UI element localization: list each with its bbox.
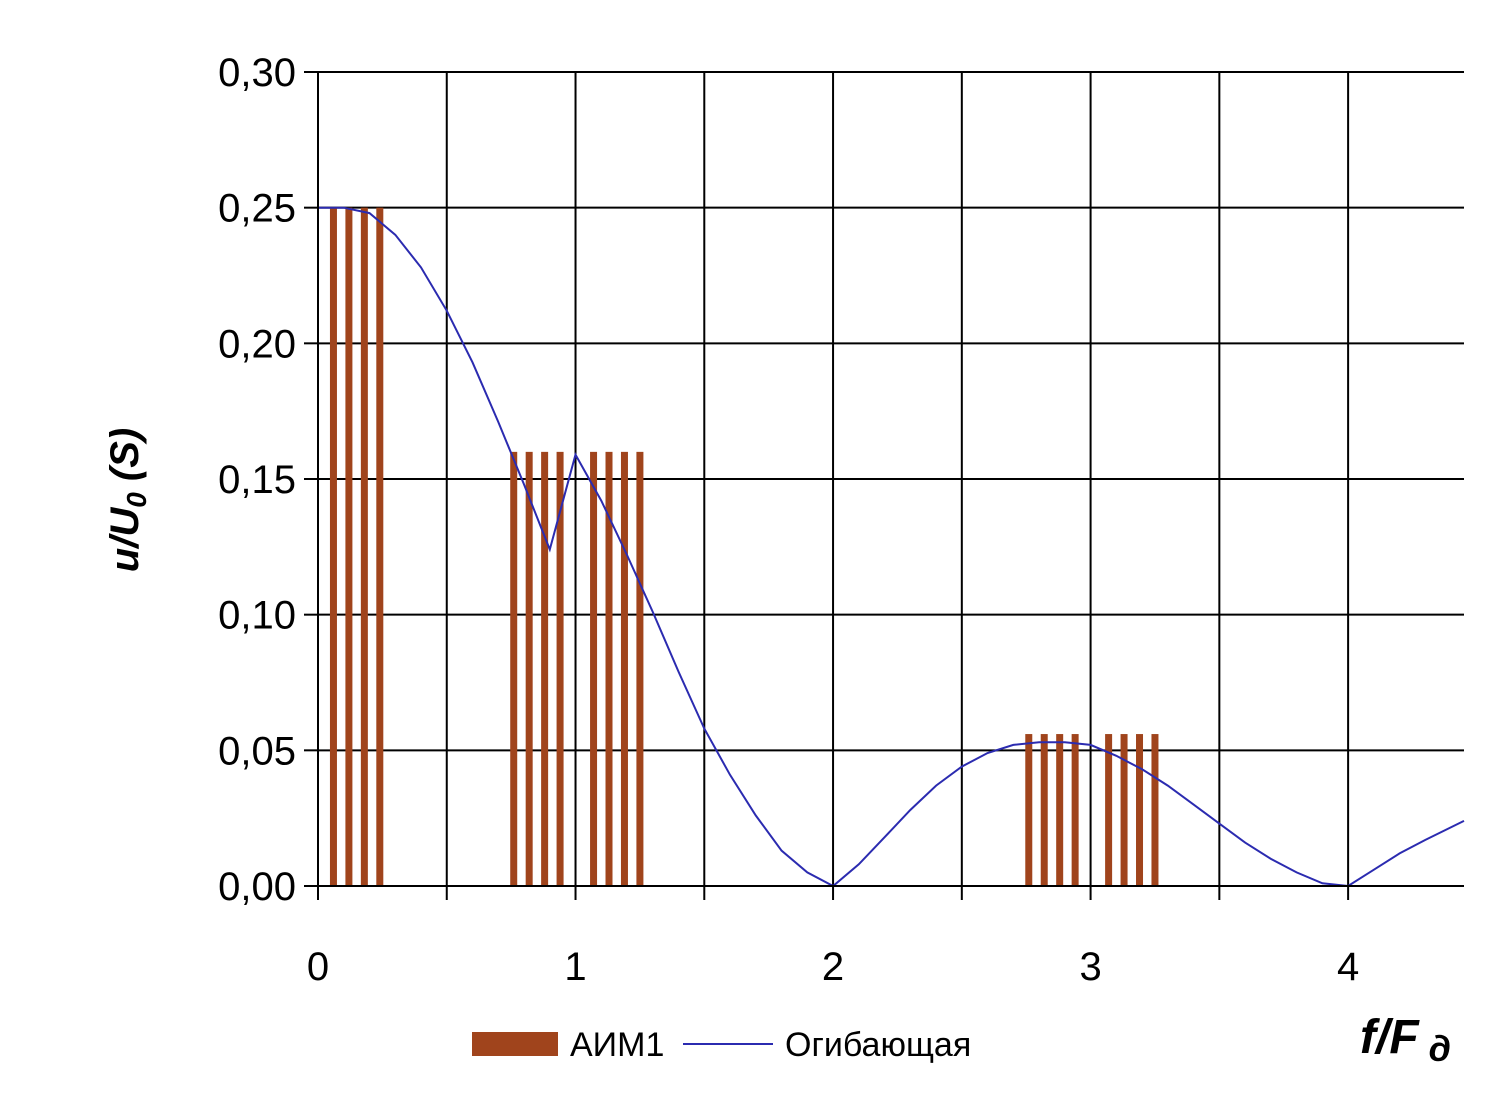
x-tick-label-0: 0 bbox=[307, 945, 329, 989]
bar-16 bbox=[1105, 734, 1113, 886]
y-axis-label-main: u/U bbox=[103, 507, 147, 573]
bar-0 bbox=[329, 207, 337, 886]
bar-7 bbox=[556, 451, 564, 886]
bar-6 bbox=[541, 451, 549, 886]
bar-19 bbox=[1151, 734, 1159, 886]
grid bbox=[317, 71, 1464, 887]
legend-swatch-aim1 bbox=[472, 1032, 558, 1056]
y-tick-label-5: 0,25 bbox=[218, 187, 296, 231]
y-axis-label-subscript: 0 bbox=[121, 492, 152, 508]
bar-17 bbox=[1120, 734, 1128, 886]
bar-15 bbox=[1071, 734, 1079, 886]
axes bbox=[304, 71, 1464, 900]
bar-13 bbox=[1040, 734, 1048, 886]
bar-2 bbox=[360, 207, 368, 886]
y-tick-label-6: 0,30 bbox=[218, 51, 296, 95]
y-axis-label: u/U0 (S) bbox=[103, 428, 152, 572]
x-tick-label-4: 4 bbox=[1337, 945, 1359, 989]
bar-8 bbox=[590, 451, 598, 886]
series-aim1-bars bbox=[329, 207, 1159, 886]
y-tick-label-3: 0,15 bbox=[218, 458, 296, 502]
bar-9 bbox=[605, 451, 613, 886]
legend-label-aim1: АИМ1 bbox=[570, 1026, 664, 1064]
bar-12 bbox=[1025, 734, 1033, 886]
bar-14 bbox=[1056, 734, 1064, 886]
x-axis-label-subscript: д bbox=[1429, 1028, 1451, 1069]
bar-10 bbox=[620, 451, 628, 886]
legend-label-envelope: Огибающая bbox=[785, 1026, 971, 1064]
series-envelope-line bbox=[318, 206, 1465, 888]
y-tick-label-1: 0,05 bbox=[218, 729, 296, 773]
y-axis-label-suffix: (S) bbox=[103, 428, 147, 492]
bar-18 bbox=[1136, 734, 1144, 886]
y-tick-label-4: 0,20 bbox=[218, 322, 296, 366]
bar-3 bbox=[376, 207, 384, 886]
bar-5 bbox=[525, 451, 533, 886]
y-tick-label-0: 0,00 bbox=[218, 865, 296, 909]
y-tick-labels: 0,00 0,05 0,10 0,15 0,20 0,25 0,30 bbox=[218, 51, 296, 909]
x-tick-label-2: 2 bbox=[822, 945, 844, 989]
x-tick-label-1: 1 bbox=[564, 945, 586, 989]
x-tick-labels: 0 1 2 3 4 bbox=[307, 945, 1359, 989]
legend: АИМ1 Огибающая bbox=[472, 1026, 971, 1064]
bar-4 bbox=[510, 451, 518, 886]
x-axis-label-main: f/F bbox=[1360, 1011, 1420, 1064]
x-axis-label: f/F д bbox=[1360, 1011, 1451, 1069]
y-tick-label-2: 0,10 bbox=[218, 594, 296, 638]
bar-11 bbox=[636, 451, 644, 886]
bar-1 bbox=[345, 207, 353, 886]
x-tick-label-3: 3 bbox=[1079, 945, 1101, 989]
